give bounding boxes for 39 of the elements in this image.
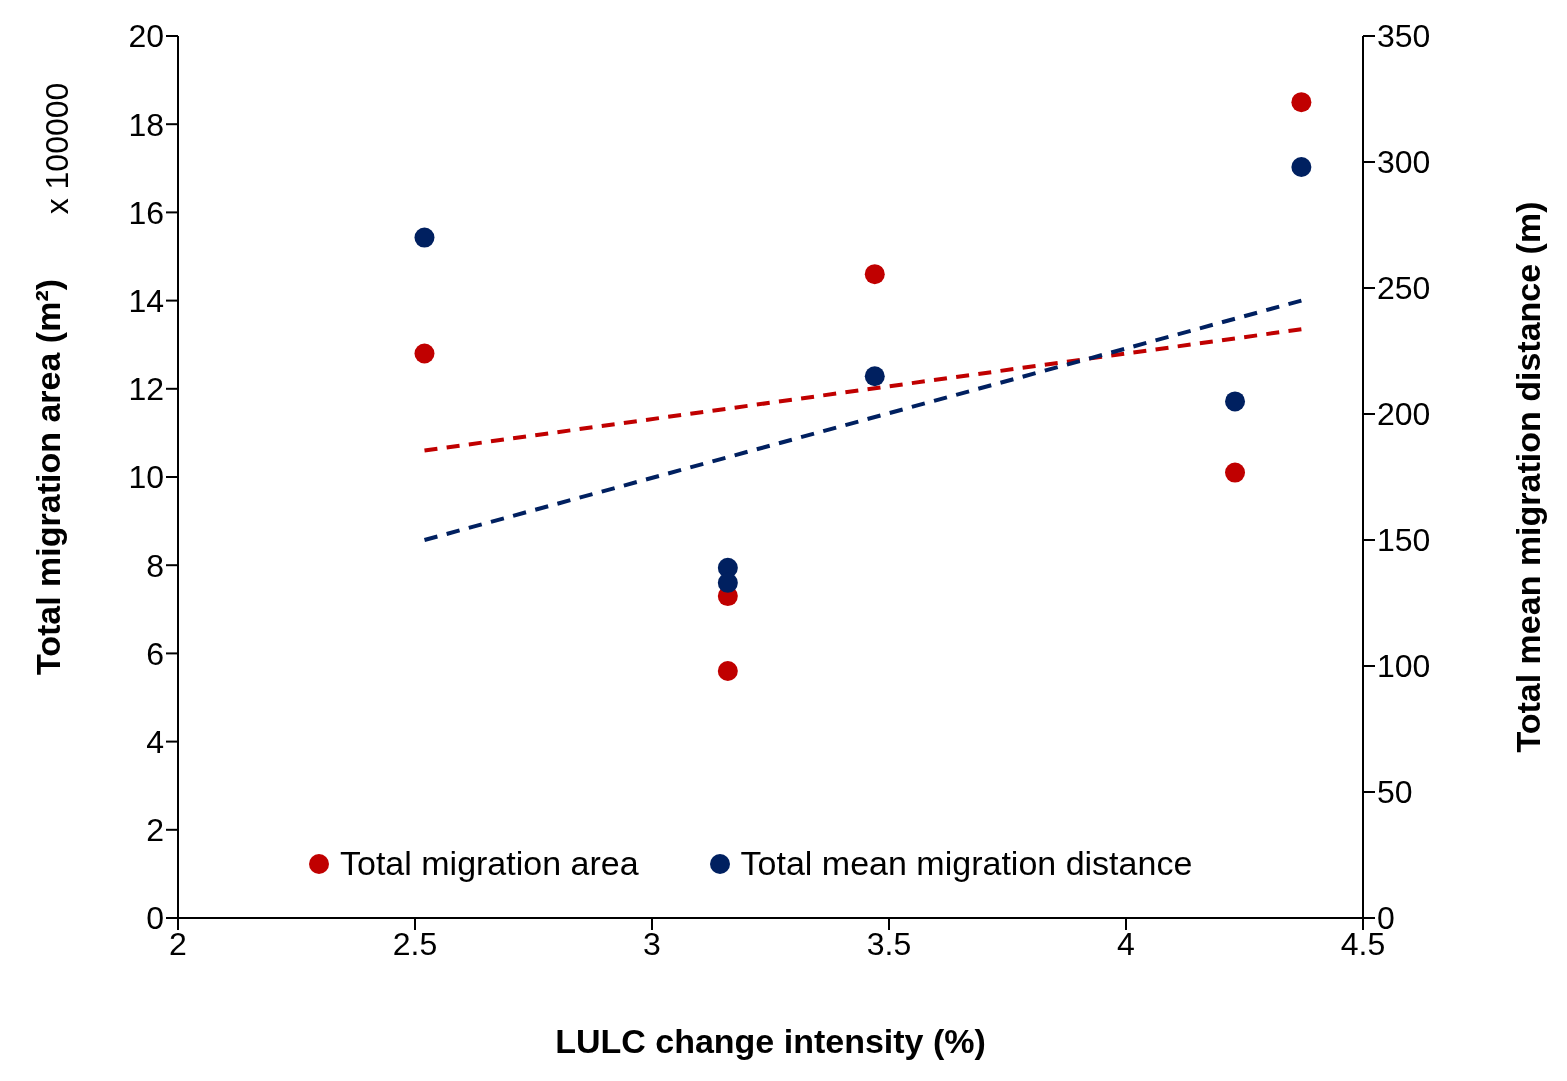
point bbox=[717, 572, 738, 593]
y2-tick-label: 100 bbox=[1377, 648, 1431, 685]
text: x 100000 bbox=[39, 82, 77, 214]
y2-tick-label: 350 bbox=[1377, 18, 1431, 55]
y-tick-label: 2 bbox=[146, 812, 164, 849]
y-tick-label: 4 bbox=[146, 723, 164, 760]
y2-axis-title: Total mean migration distance (m) bbox=[1509, 201, 1548, 753]
legend-label: Total mean migration distance bbox=[740, 844, 1193, 883]
x-tick-label: 2 bbox=[169, 925, 187, 962]
point bbox=[717, 661, 738, 682]
y-tick-label: 10 bbox=[128, 459, 164, 496]
point bbox=[1291, 157, 1312, 178]
x-tick-label: 3 bbox=[643, 925, 661, 962]
y-tick-label: 12 bbox=[128, 371, 164, 408]
point bbox=[414, 227, 435, 248]
x-tick-label: 4 bbox=[1117, 925, 1135, 962]
y-axis-title: Total migration area (m²) bbox=[29, 278, 68, 676]
y-tick-label: 6 bbox=[146, 635, 164, 672]
y2-tick-label: 50 bbox=[1377, 774, 1413, 811]
y2-tick-label: 200 bbox=[1377, 396, 1431, 433]
x-axis-title: LULC change intensity (%) bbox=[555, 1022, 986, 1060]
y-tick-label: 16 bbox=[128, 194, 164, 231]
point bbox=[1225, 391, 1246, 412]
point bbox=[414, 343, 435, 364]
x-tick-label: 2.5 bbox=[392, 925, 438, 962]
y2-tick-label: 300 bbox=[1377, 144, 1431, 181]
y-tick-label: 20 bbox=[128, 18, 164, 55]
y2-tick-label: 150 bbox=[1377, 522, 1431, 559]
y-tick-label: 8 bbox=[146, 547, 164, 584]
y-tick-label: 0 bbox=[146, 900, 164, 937]
point bbox=[1225, 462, 1246, 483]
point bbox=[864, 264, 885, 285]
y-tick-label: 14 bbox=[128, 282, 164, 319]
point bbox=[864, 366, 885, 387]
x-tick-label: 3.5 bbox=[866, 925, 912, 962]
legend-label: Total migration area bbox=[340, 844, 639, 883]
y-tick-label: 18 bbox=[128, 106, 164, 143]
point bbox=[1291, 92, 1312, 113]
y2-tick-label: 250 bbox=[1377, 270, 1431, 307]
